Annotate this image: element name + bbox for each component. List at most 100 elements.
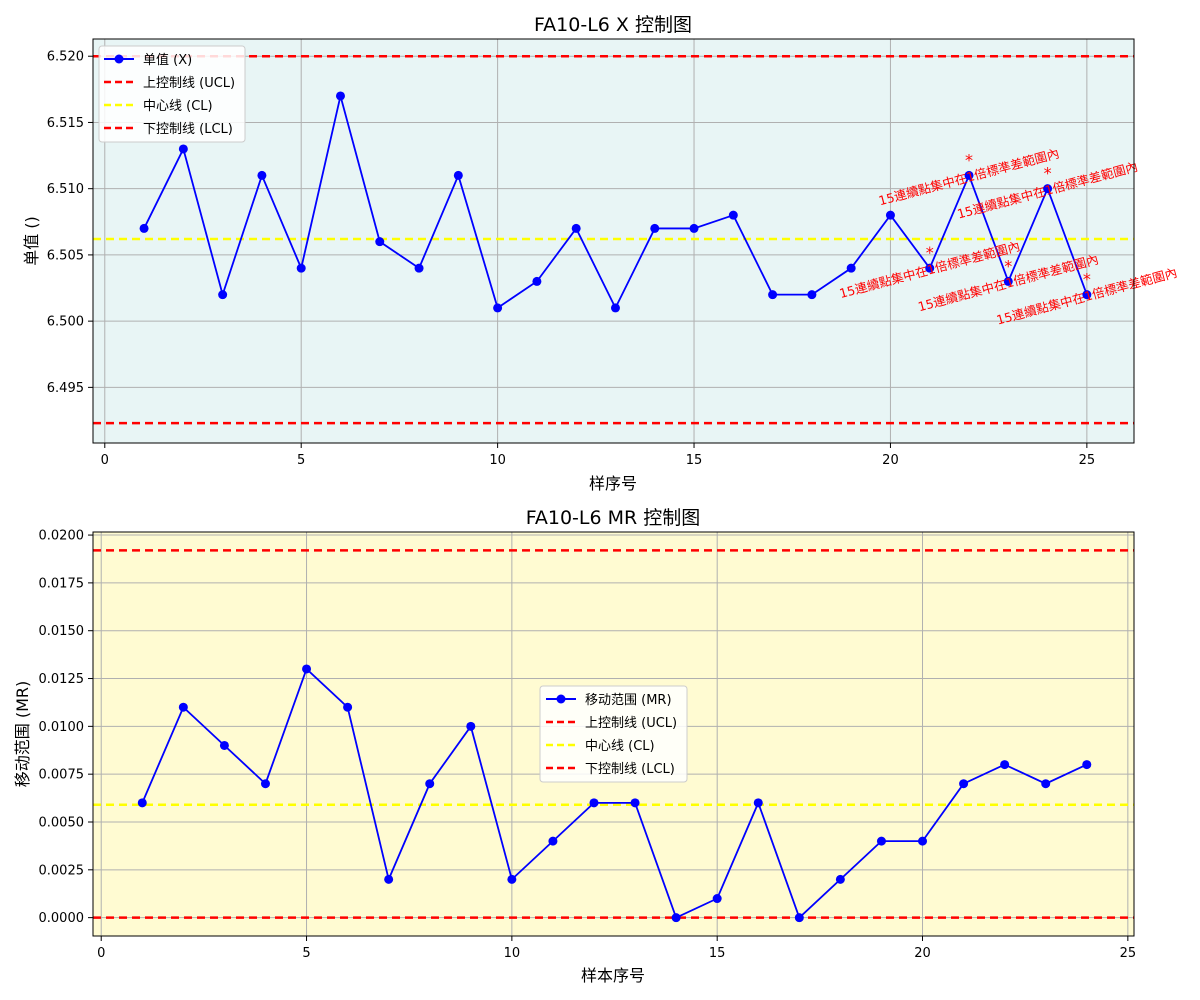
x-y-tick-label: 6.510 bbox=[47, 182, 84, 197]
mr-chart-legend-box bbox=[539, 685, 688, 783]
legend-label-mr-series: 移动范围 (MR) bbox=[585, 693, 672, 708]
mr-chart-legend: 移动范围 (MR) 上控制线 (UCL) 中心线 (CL) 下控制线 (LCL) bbox=[539, 685, 688, 783]
x-chart-control-lines bbox=[93, 54, 1134, 425]
x-data-point bbox=[1003, 276, 1013, 286]
legend-entry-mr-cl: 中心线 (CL) bbox=[546, 739, 655, 754]
x-y-tick-label: 6.500 bbox=[47, 315, 84, 330]
mr-data-point bbox=[507, 874, 517, 884]
x-data-point bbox=[846, 263, 856, 273]
mr-data-point bbox=[219, 740, 229, 750]
x-chart-y-ticks: 6.495 6.500 6.505 6.510 6.515 6.520 bbox=[47, 50, 93, 396]
mr-series-line bbox=[141, 667, 1088, 920]
mr-data-point bbox=[876, 836, 886, 846]
mr-data-point bbox=[1000, 760, 1010, 770]
mr-chart-y-ticks: 0.0000 0.0025 0.0050 0.0075 0.0100 0.0125 0.01… bbox=[39, 529, 93, 926]
mr-chart-y-axis-label: 移动范围 (MR) bbox=[13, 681, 32, 788]
mr-y-tick-label: 0.0125 bbox=[39, 672, 85, 687]
legend-label-mr-lcl: 下控制线 (LCL) bbox=[585, 762, 675, 777]
mr-y-tick-label: 0.0000 bbox=[39, 911, 85, 926]
mr-y-tick-label: 0.0150 bbox=[39, 624, 85, 639]
legend-label-x-series: 单值 (X) bbox=[143, 52, 192, 68]
mr-data-point bbox=[835, 874, 845, 884]
legend-entry-x-lcl: 下控制线 (LCL) bbox=[104, 122, 233, 137]
x-chart-legend: 单值 (X) 上控制线 (UCL) 中心线 (CL) 下控制线 (LCL) bbox=[98, 45, 246, 143]
x-x-tick-label: 20 bbox=[882, 453, 899, 468]
mr-data-point bbox=[302, 664, 312, 674]
mr-chart-series bbox=[137, 664, 1092, 923]
x-data-point bbox=[139, 223, 149, 233]
annotation-marker: * bbox=[1044, 164, 1052, 183]
x-x-tick-label: 5 bbox=[297, 453, 305, 468]
mr-y-tick-label: 0.0175 bbox=[39, 576, 85, 591]
mr-data-point bbox=[425, 779, 435, 789]
legend-label-mr-ucl: 上控制线 (UCL) bbox=[585, 716, 677, 731]
mr-data-point bbox=[753, 798, 763, 808]
mr-y-tick-label: 0.0200 bbox=[39, 529, 85, 544]
x-data-point bbox=[728, 210, 738, 220]
x-data-point bbox=[1082, 290, 1092, 300]
legend-entry-mr-lcl: 下控制线 (LCL) bbox=[546, 762, 675, 777]
legend-label-x-lcl: 下控制线 (LCL) bbox=[143, 122, 233, 137]
x-data-point bbox=[650, 223, 660, 233]
mr-control-chart: 0 5 10 15 20 25 0.0000 0.0025 0.0050 0.0075 0.010… bbox=[13, 507, 1136, 985]
mr-data-point bbox=[1041, 779, 1051, 789]
x-chart-title: FA10-L6 X 控制图 bbox=[534, 14, 692, 36]
x-data-point bbox=[610, 303, 620, 313]
mr-chart-title: FA10-L6 MR 控制图 bbox=[526, 507, 701, 529]
legend-entry-x-series: 单值 (X) bbox=[104, 52, 192, 68]
x-data-point bbox=[414, 263, 424, 273]
x-data-point bbox=[689, 223, 699, 233]
mr-y-tick-label: 0.0025 bbox=[39, 863, 85, 878]
mr-chart-frame bbox=[92, 531, 1135, 937]
x-data-point bbox=[218, 290, 228, 300]
x-chart-series bbox=[139, 91, 1092, 313]
annotation-marker: * bbox=[926, 243, 934, 262]
mr-data-point bbox=[137, 798, 147, 808]
mr-y-tick-label: 0.0075 bbox=[39, 768, 85, 783]
mr-data-point bbox=[384, 874, 394, 884]
mr-data-point bbox=[794, 913, 804, 923]
x-data-point bbox=[885, 210, 895, 220]
legend-label-mr-cl: 中心线 (CL) bbox=[585, 739, 655, 754]
mr-chart-grid bbox=[93, 532, 1134, 936]
x-x-tick-label: 25 bbox=[1079, 453, 1096, 468]
mr-chart-control-lines bbox=[93, 549, 1134, 919]
mr-data-point bbox=[630, 798, 640, 808]
mr-x-tick-label: 15 bbox=[709, 946, 726, 961]
legend-label-x-cl: 中心线 (CL) bbox=[143, 99, 213, 114]
x-data-point bbox=[493, 303, 503, 313]
mr-data-point bbox=[589, 798, 599, 808]
mr-chart-x-ticks: 0 5 10 15 20 25 bbox=[97, 936, 1136, 961]
mr-data-point bbox=[466, 721, 476, 731]
x-data-point bbox=[925, 263, 935, 273]
x-chart-plot-area bbox=[93, 39, 1134, 443]
x-chart-legend-box bbox=[98, 45, 246, 143]
annotation-marker: * bbox=[965, 150, 973, 169]
mr-data-point bbox=[671, 913, 681, 923]
x-chart-x-ticks: 0 5 10 15 20 25 bbox=[101, 443, 1095, 468]
mr-x-tick-label: 0 bbox=[97, 946, 105, 961]
x-chart-x-axis-label: 样序号 bbox=[589, 474, 637, 493]
mr-data-point bbox=[260, 779, 270, 789]
annotation-marker: * bbox=[1004, 256, 1012, 275]
x-x-tick-label: 0 bbox=[101, 453, 109, 468]
mr-x-tick-label: 25 bbox=[1120, 946, 1137, 961]
x-data-point bbox=[1043, 184, 1053, 194]
annotation-marker: * bbox=[1083, 270, 1091, 289]
x-y-tick-label: 6.505 bbox=[47, 248, 84, 263]
mr-data-point bbox=[1082, 760, 1092, 770]
x-data-point bbox=[768, 290, 778, 300]
x-y-tick-label: 6.515 bbox=[47, 116, 84, 131]
legend-entry-x-ucl: 上控制线 (UCL) bbox=[104, 76, 235, 91]
mr-data-point bbox=[178, 702, 188, 712]
x-data-point bbox=[178, 144, 188, 154]
x-data-point bbox=[375, 237, 385, 247]
x-y-tick-label: 6.520 bbox=[47, 50, 84, 65]
x-x-tick-label: 15 bbox=[686, 453, 703, 468]
mr-data-point bbox=[918, 836, 928, 846]
mr-y-tick-label: 0.0100 bbox=[39, 720, 85, 735]
legend-entry-x-cl: 中心线 (CL) bbox=[104, 99, 213, 114]
mr-data-point bbox=[712, 894, 722, 904]
x-control-chart: *15連續點集中在1倍標準差範圍內*15連續點集中在1倍標準差範圍內*15連續點… bbox=[22, 14, 1179, 493]
